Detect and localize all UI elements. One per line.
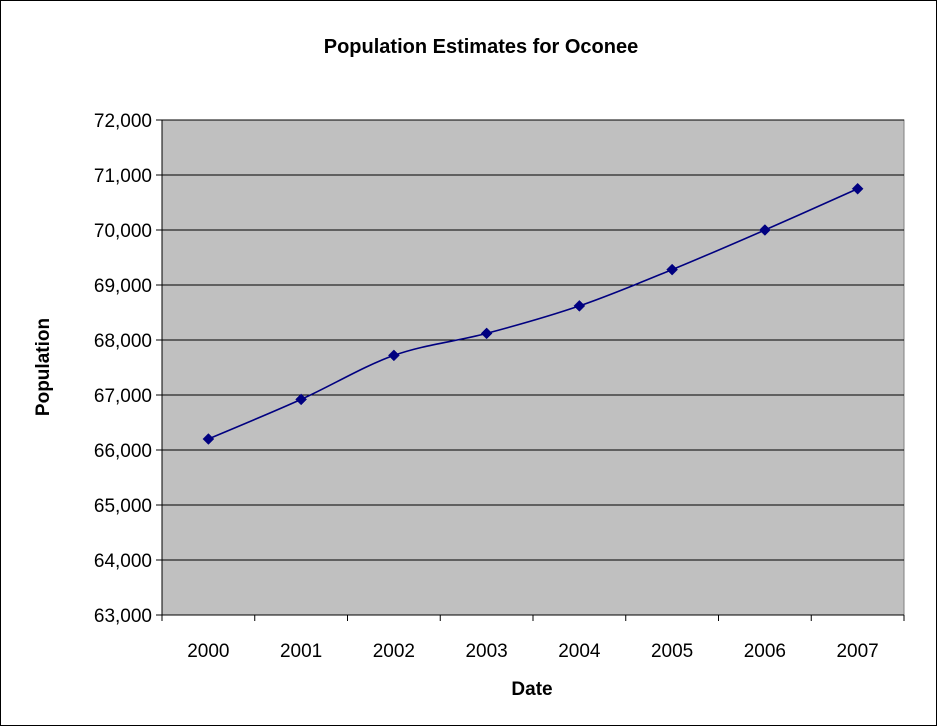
y-tick-label: 70,000 — [94, 221, 152, 242]
y-tick-label: 64,000 — [94, 551, 152, 572]
x-tick-label: 2001 — [280, 641, 322, 662]
data-point — [388, 349, 400, 362]
y-axis: 63,000 64,000 65,000 66,000 67,000 68,000 69,0… — [94, 111, 163, 627]
data-point — [851, 182, 864, 195]
y-tick-label: 72,000 — [94, 111, 152, 132]
y-tick-label: 67,000 — [94, 386, 152, 407]
gridlines — [162, 119, 904, 561]
x-tick-label: 2002 — [373, 641, 415, 662]
y-tick-label: 65,000 — [94, 496, 152, 517]
x-axis: 2000 2001 2002 2003 2004 2005 2006 2007 — [161, 614, 905, 662]
plot-area — [161, 119, 905, 616]
data-point — [295, 393, 307, 406]
x-tick-label: 2004 — [558, 641, 601, 662]
series-line — [208, 188, 858, 440]
x-tick-label: 2006 — [744, 641, 786, 662]
series-group — [202, 182, 864, 445]
y-tick-label: 71,000 — [94, 166, 152, 187]
y-tick-label: 63,000 — [94, 606, 152, 627]
x-tick-label: 2000 — [187, 641, 229, 662]
data-point — [759, 224, 771, 236]
chart-title: Population Estimates for Oconee — [324, 36, 639, 58]
y-tick-label: 66,000 — [94, 441, 152, 462]
x-tick-label: 2005 — [651, 641, 693, 662]
x-tick-label: 2003 — [465, 641, 507, 662]
data-point — [666, 263, 678, 276]
y-tick-label: 69,000 — [94, 276, 152, 297]
x-axis-label: Date — [511, 679, 552, 700]
data-point — [480, 327, 493, 340]
y-tick-label: 68,000 — [94, 331, 152, 352]
y-axis-label: Population — [33, 318, 54, 416]
data-point — [202, 433, 215, 445]
data-point — [573, 300, 586, 312]
x-tick-label: 2007 — [836, 641, 878, 662]
